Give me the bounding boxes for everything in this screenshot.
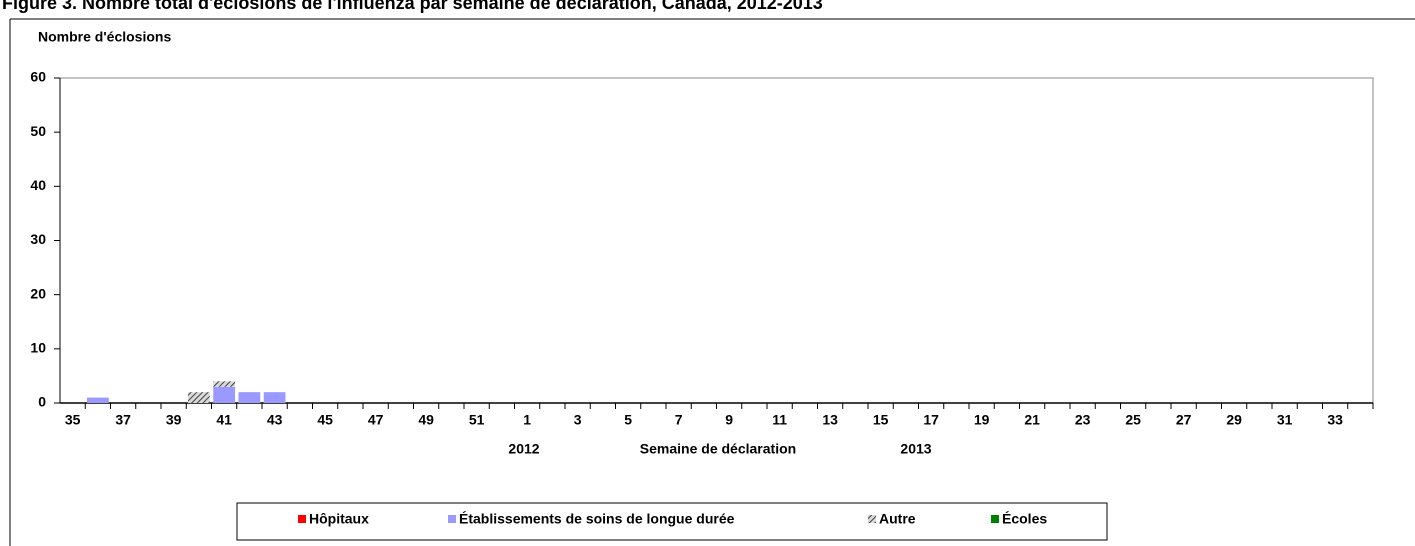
bar-segment	[87, 397, 109, 403]
legend-label: Écoles	[1002, 511, 1047, 527]
year-label: 2012	[508, 441, 539, 457]
y-axis-label: Nombre d'éclosions	[38, 29, 171, 45]
x-tick-label: 13	[822, 412, 838, 428]
x-tick-label: 41	[216, 412, 232, 428]
x-tick-label: 15	[873, 412, 889, 428]
x-tick-label: 45	[317, 412, 333, 428]
y-tick-label: 30	[30, 231, 46, 247]
y-tick-label: 20	[30, 285, 46, 301]
legend-label: Hôpitaux	[309, 511, 369, 527]
chart-title: Figure 3. Nombre total d'éclosions de l'…	[2, 0, 823, 13]
x-tick-label: 25	[1125, 412, 1141, 428]
x-tick-label: 29	[1226, 412, 1242, 428]
plot-area	[59, 77, 1374, 404]
bar-segment	[213, 386, 235, 403]
bar-segment	[188, 392, 210, 403]
bar-segment	[238, 392, 261, 403]
x-tick-label: 39	[166, 412, 182, 428]
x-tick-label: 3	[574, 412, 582, 428]
legend-swatch	[298, 515, 306, 523]
bar-segment	[213, 381, 235, 387]
y-tick-label: 0	[38, 394, 46, 410]
legend-swatch	[991, 515, 999, 523]
x-tick-label: 27	[1176, 412, 1192, 428]
y-tick-label: 10	[30, 340, 46, 356]
x-tick-label: 19	[974, 412, 990, 428]
legend-label: Établissements de soins de longue durée	[459, 511, 735, 527]
x-tick-label: 5	[624, 412, 632, 428]
legend-swatch	[868, 515, 876, 523]
x-tick-label: 51	[469, 412, 485, 428]
x-tick-label: 9	[725, 412, 733, 428]
x-tick-label: 37	[115, 412, 131, 428]
x-tick-label: 49	[418, 412, 434, 428]
bar-segment	[263, 392, 286, 403]
x-tick-label: 23	[1075, 412, 1091, 428]
x-tick-label: 21	[1024, 412, 1040, 428]
x-axis-label: Semaine de déclaration	[640, 441, 796, 457]
x-tick-label: 31	[1277, 412, 1293, 428]
y-tick-label: 50	[30, 123, 46, 139]
y-tick-label: 60	[30, 69, 46, 85]
x-tick-label: 43	[267, 412, 283, 428]
x-tick-label: 47	[368, 412, 384, 428]
legend-label: Autre	[879, 511, 916, 527]
x-tick-label: 35	[65, 412, 81, 428]
legend	[236, 502, 1108, 541]
x-tick-label: 1	[523, 412, 531, 428]
legend-swatch	[448, 515, 456, 523]
x-tick-label: 17	[923, 412, 939, 428]
x-tick-label: 33	[1327, 412, 1343, 428]
x-tick-label: 7	[675, 412, 683, 428]
y-tick-label: 40	[30, 177, 46, 193]
x-tick-label: 11	[772, 412, 787, 428]
year-label: 2013	[900, 441, 931, 457]
